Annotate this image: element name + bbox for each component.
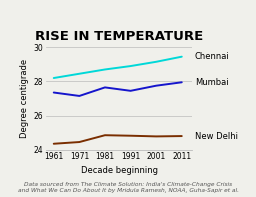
Text: Data sourced from The Climate Solution: India's Climate-Change Crisis
and What W: Data sourced from The Climate Solution: … [17, 182, 239, 193]
Text: New Delhi: New Delhi [195, 132, 238, 141]
Text: Mumbai: Mumbai [195, 78, 229, 87]
Text: Chennai: Chennai [195, 52, 230, 61]
X-axis label: Decade beginning: Decade beginning [81, 166, 157, 175]
Y-axis label: Degree centigrade: Degree centigrade [20, 59, 29, 138]
Title: RISE IN TEMPERATURE: RISE IN TEMPERATURE [35, 30, 203, 43]
